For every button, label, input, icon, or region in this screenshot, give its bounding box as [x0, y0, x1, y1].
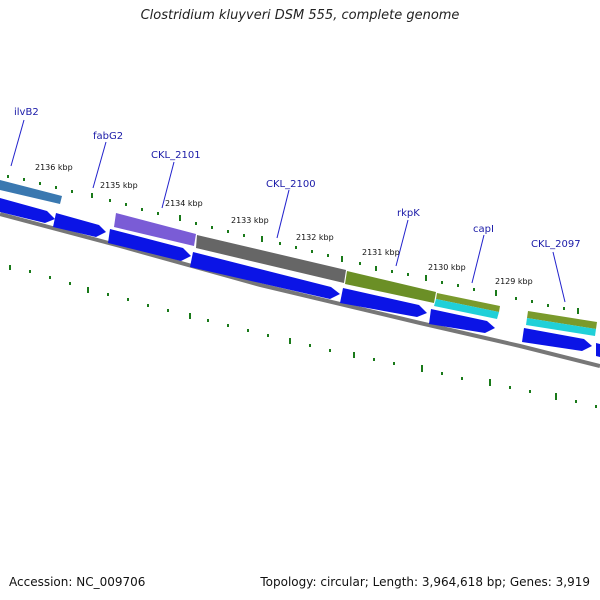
gene-bar-CKL_2100 [196, 235, 346, 283]
kbp-label: 2135 kbp [100, 181, 138, 190]
cds-arrow [340, 288, 427, 317]
gene-label-CKL_2100[interactable]: CKL_2100 [266, 179, 316, 190]
kbp-label: 2131 kbp [362, 248, 400, 257]
gene-label-lines [10, 119, 566, 303]
label-line-capI [471, 234, 485, 284]
gene-label-fabG2[interactable]: fabG2 [93, 131, 123, 142]
gene-bar-CKL_2097-cyan [526, 318, 596, 336]
cds-arrow [190, 252, 340, 299]
cds-arrow [0, 198, 55, 223]
label-line-fabG2 [92, 141, 107, 189]
genome-backbone [0, 212, 600, 368]
kbp-label: 2132 kbp [296, 233, 334, 242]
cds-arrow [429, 309, 495, 333]
gene-bar-fabG2 [114, 213, 196, 246]
gene-feature-track [0, 180, 597, 336]
label-line-CKL_2100 [276, 189, 290, 239]
label-line-CKL_2097 [552, 251, 566, 303]
kbp-label: 2130 kbp [428, 263, 466, 272]
kbp-label: 2129 kbp [495, 277, 533, 286]
cds-arrow [522, 328, 592, 351]
gene-label-CKL_2101[interactable]: CKL_2101 [151, 150, 201, 161]
map-title: Clostridium kluyveri DSM 555, complete g… [140, 8, 460, 23]
genome-summary: Topology: circular; Length: 3,964,618 bp… [260, 575, 590, 589]
gene-bar-capI [436, 293, 500, 312]
inner-ticks [9, 265, 597, 408]
outer-ticks [7, 175, 579, 314]
kbp-label: 2134 kbp [165, 199, 203, 208]
cds-track [0, 198, 600, 357]
kbp-label: 2133 kbp [231, 216, 269, 225]
gene-label-capI[interactable]: capI [473, 224, 494, 235]
cds-arrow [596, 343, 600, 357]
gene-bar-capI-cyan [434, 299, 499, 319]
label-line-rkpK [395, 219, 409, 267]
kbp-labels: 2136 kbp 2135 kbp 2134 kbp 2133 kbp 2132… [35, 163, 533, 286]
gene-bar-CKL_2097 [527, 311, 597, 329]
gene-bar-rkpK [345, 271, 436, 303]
accession-label: Accession: NC_009706 [9, 575, 146, 589]
label-line-ilvB2 [10, 119, 25, 167]
gene-labels: ilvB2 fabG2 CKL_2101 CKL_2100 rkpK capI … [14, 107, 581, 250]
kbp-label: 2136 kbp [35, 163, 73, 172]
gene-label-CKL_2097[interactable]: CKL_2097 [531, 239, 581, 250]
gene-label-ilvB2[interactable]: ilvB2 [14, 107, 39, 118]
cds-arrow [108, 229, 191, 261]
label-line-CKL_2101 [161, 161, 175, 209]
cds-arrow [53, 213, 106, 237]
gene-bar-ilvB2 [0, 180, 62, 204]
gene-label-rkpK[interactable]: rkpK [397, 208, 420, 219]
